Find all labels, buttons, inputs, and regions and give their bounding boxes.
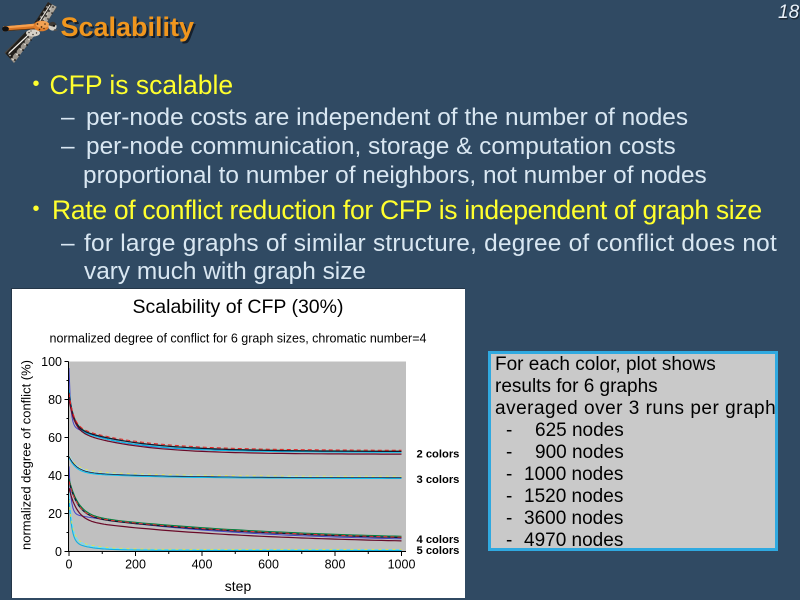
svg-text:Scalability of CFP (30%): Scalability of CFP (30%) (133, 296, 344, 318)
svg-text:400: 400 (192, 558, 213, 572)
svg-text:normalized degree of conflict: normalized degree of conflict (%) (19, 360, 34, 550)
svg-text:2 colors: 2 colors (417, 449, 460, 461)
svg-text:0: 0 (55, 545, 62, 559)
svg-text:normalized degree of conflict: normalized degree of conflict for 6 grap… (50, 332, 427, 346)
svg-text:600: 600 (258, 558, 279, 572)
svg-text:100: 100 (41, 355, 62, 369)
svg-text:200: 200 (125, 558, 146, 572)
svg-text:3 colors: 3 colors (417, 474, 460, 486)
svg-text:40: 40 (48, 469, 62, 483)
svg-text:80: 80 (48, 393, 62, 407)
svg-text:20: 20 (48, 507, 62, 521)
svg-text:800: 800 (325, 558, 346, 572)
svg-text:4 colors: 4 colors (417, 534, 460, 546)
svg-text:60: 60 (48, 431, 62, 445)
svg-text:0: 0 (66, 558, 73, 572)
svg-text:step: step (225, 578, 252, 594)
svg-text:1000: 1000 (388, 558, 416, 572)
svg-text:5 colors: 5 colors (417, 545, 460, 557)
